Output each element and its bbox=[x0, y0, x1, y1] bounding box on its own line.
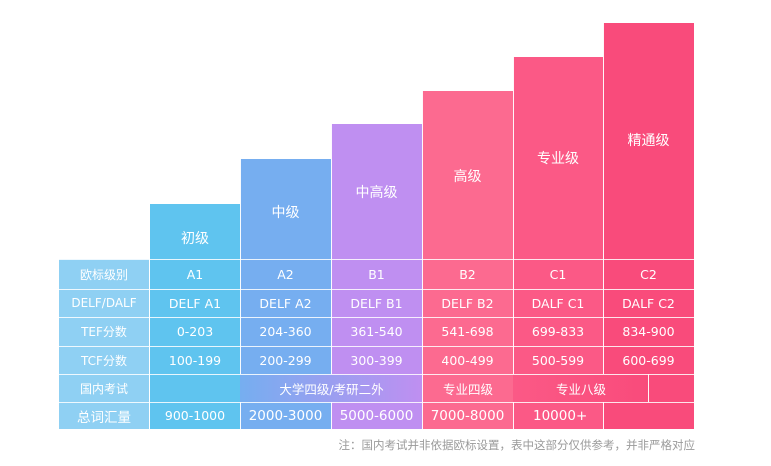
level-column-c1: 专业级 C1 DALF C1 699-833 500-599 10000+ bbox=[513, 57, 603, 429]
row-label-vocab: 总词汇量 bbox=[59, 402, 149, 429]
domestic-cet-cell: 大学四级/考研二外 bbox=[241, 375, 422, 402]
domestic-tem4-cell: 专业四级 bbox=[423, 375, 513, 402]
delf-cell: DELF A1 bbox=[168, 295, 222, 311]
cefr-cell: A1 bbox=[186, 266, 204, 282]
tcf-cell: 300-399 bbox=[350, 352, 403, 368]
row-label-domestic: 国内考试 bbox=[59, 374, 149, 402]
domestic-empty-cell-c2 bbox=[649, 375, 694, 402]
level-name: 专业级 bbox=[537, 151, 579, 167]
row-label-tef: TEF分数 bbox=[59, 317, 149, 346]
cefr-cell: C2 bbox=[640, 266, 657, 282]
level-name: 精通级 bbox=[627, 133, 670, 149]
tef-cell: 699-833 bbox=[531, 324, 585, 339]
level-name: 中级 bbox=[271, 205, 300, 221]
vocab-cell: 2000-3000 bbox=[248, 407, 323, 424]
level-column-c2: 精通级 C2 DALF C2 834-900 600-699 bbox=[603, 23, 694, 429]
vocab-cell: 7000-8000 bbox=[430, 407, 505, 424]
row-label-tcf: TCF分数 bbox=[59, 346, 149, 374]
tcf-cell: 600-699 bbox=[622, 352, 675, 368]
delf-cell: DELF A2 bbox=[259, 295, 312, 311]
delf-cell: DELF B1 bbox=[350, 295, 403, 311]
level-name: 中高级 bbox=[355, 185, 398, 201]
vocab-cell: 10000+ bbox=[533, 407, 588, 424]
tef-cell: 541-698 bbox=[441, 324, 494, 339]
cefr-cell: B1 bbox=[368, 266, 385, 282]
tef-cell: 204-360 bbox=[259, 324, 312, 339]
level-name: 高级 bbox=[453, 169, 482, 185]
domestic-empty-cell bbox=[150, 375, 240, 402]
tcf-cell: 100-199 bbox=[168, 352, 222, 368]
tcf-cell: 200-299 bbox=[259, 352, 312, 368]
tef-cell: 361-540 bbox=[350, 324, 403, 339]
tef-cell: 834-900 bbox=[622, 324, 675, 339]
tcf-cell: 500-599 bbox=[531, 352, 585, 368]
delf-cell: DELF B2 bbox=[441, 295, 494, 311]
level-name: 初级 bbox=[181, 231, 209, 247]
footnote: 注：国内考试并非依据欧标设置，表中这部分仅供参考，并非严格对应 bbox=[338, 438, 696, 452]
cefr-cell: B2 bbox=[459, 266, 476, 282]
domestic-tem8-cell: 专业八级 bbox=[514, 375, 648, 402]
delf-cell: DALF C2 bbox=[622, 295, 675, 311]
vocab-cell: 900-1000 bbox=[164, 408, 226, 423]
vocab-cell: 5000-6000 bbox=[339, 407, 414, 424]
level-column-b2: 高级 B2 DELF B2 541-698 400-499 7000-8000 bbox=[422, 91, 513, 429]
row-label-cefr: 欧标级别 bbox=[59, 259, 149, 289]
row-label-delf: DELF/DALF bbox=[59, 289, 149, 317]
cefr-cell: C1 bbox=[549, 266, 567, 282]
tef-cell: 0-203 bbox=[176, 324, 214, 339]
cefr-cell: A2 bbox=[277, 266, 294, 282]
delf-cell: DALF C1 bbox=[531, 295, 585, 311]
tcf-cell: 400-499 bbox=[441, 352, 494, 368]
